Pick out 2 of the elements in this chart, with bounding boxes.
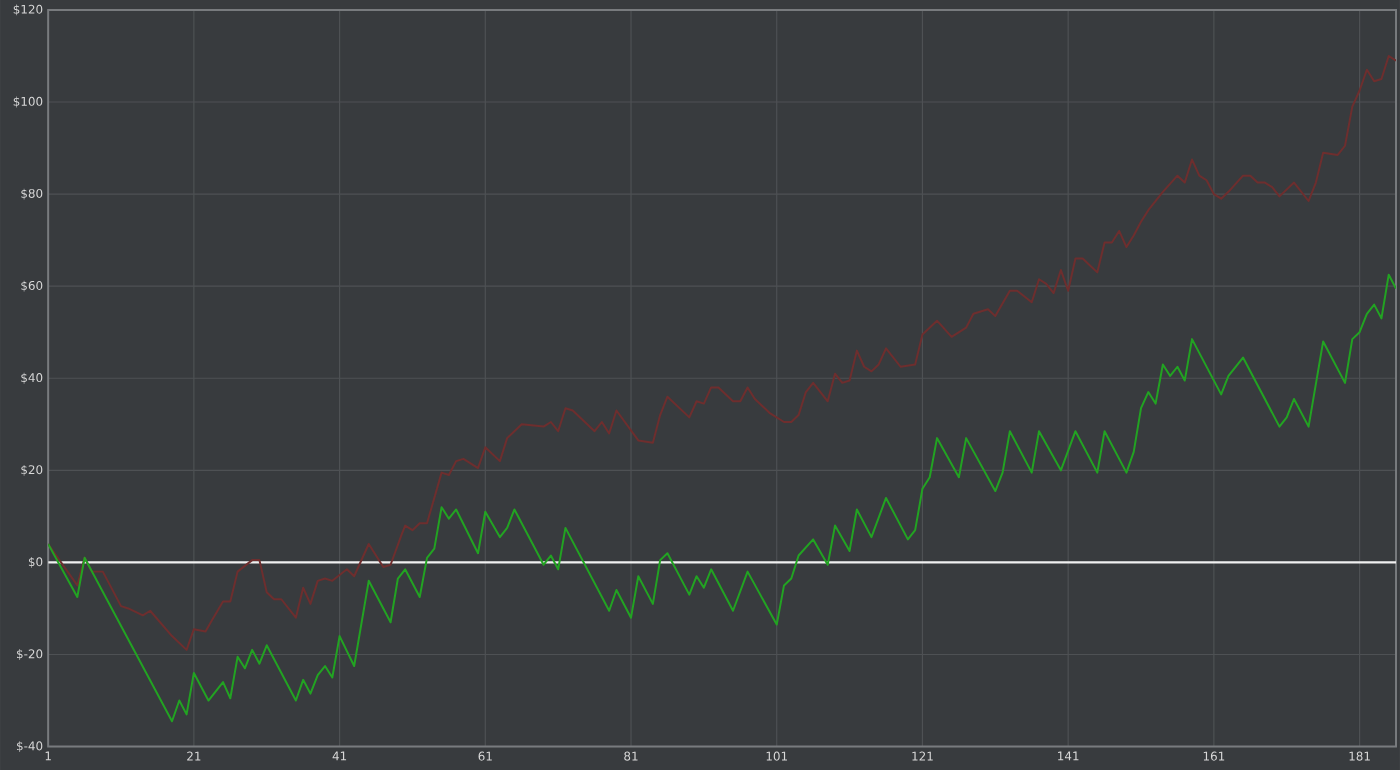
line-series xyxy=(48,273,1397,723)
line-series xyxy=(48,54,1397,651)
